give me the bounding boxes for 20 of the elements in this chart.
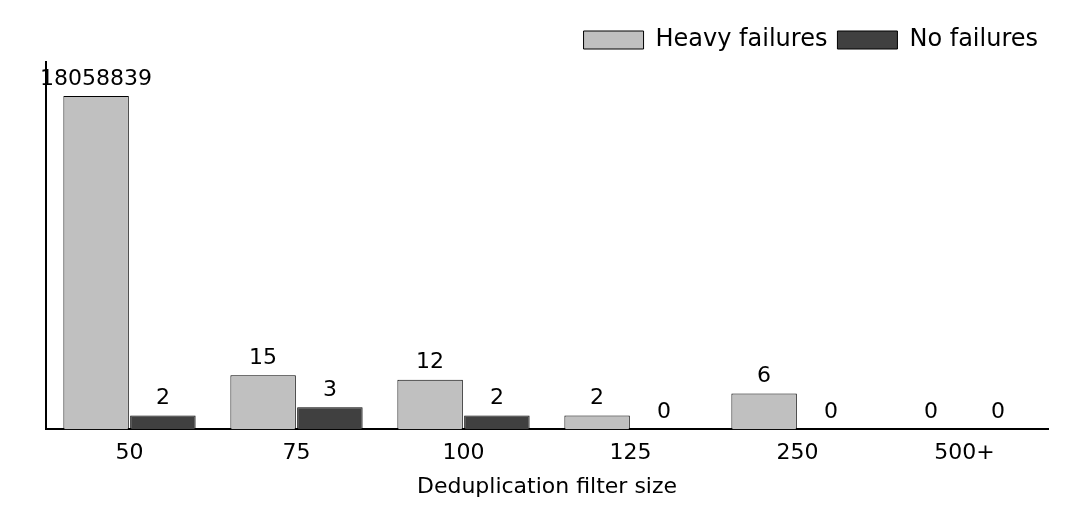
x-tick-label: 125 [609, 439, 652, 465]
text: 0 [656, 397, 671, 423]
x-tick-label: 100 [442, 439, 485, 465]
legend-label: No failures [909, 24, 1038, 53]
x-tick-label: 250 [776, 439, 819, 465]
data-label: 6 [757, 362, 772, 388]
data-label: 15 [249, 343, 278, 369]
x-tick-label: 500+ [934, 439, 995, 465]
data-label: 3 [322, 376, 337, 402]
x-tick-label: 50 [115, 439, 144, 465]
text: 0 [990, 397, 1005, 423]
data-label: 2 [489, 384, 504, 410]
x-tick-label: 75 [282, 439, 311, 465]
data-label: 2 [155, 384, 170, 410]
data-label: 2 [590, 384, 605, 410]
data-label: 12 [416, 348, 445, 374]
x-axis-title: Deduplication filter size [416, 472, 678, 498]
legend-label: Heavy failures [655, 24, 828, 53]
text: 0 [924, 397, 939, 423]
text: 0 [823, 397, 838, 423]
